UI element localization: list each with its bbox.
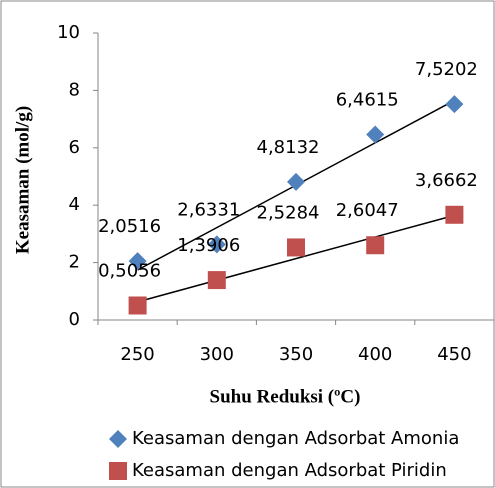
data-label: 3,6662 [415,170,478,191]
y-tick-label: 2 [69,252,80,273]
x-tick-label: 250 [120,344,154,365]
data-label: 2,6047 [336,200,399,221]
data-label: 2,6331 [177,199,240,220]
legend-marker [109,430,127,448]
x-tick-label: 300 [200,344,234,365]
data-point [207,271,226,290]
y-tick-label: 0 [69,309,80,330]
data-label: 4,8132 [257,137,320,158]
data-point [128,252,147,271]
data-point [128,296,147,315]
legend-marker [109,462,127,480]
data-point [445,205,464,224]
data-label: 7,5202 [415,59,478,80]
y-tick-label: 4 [69,194,80,215]
data-point [445,95,464,114]
data-point [287,172,305,191]
y-tick-label: 10 [57,22,80,43]
trendline [137,214,455,303]
y-tick-label: 6 [69,137,80,158]
data-point [366,125,385,144]
data-label: 2,5284 [257,202,320,223]
legend-label: Keasaman dengan Adsorbat Amonia [132,428,459,449]
x-tick-label: 400 [358,344,392,365]
data-point [287,238,305,257]
x-tick-label: 350 [279,344,313,365]
data-label: 1,3906 [177,235,240,256]
x-tick-label: 450 [437,344,471,365]
data-point [366,236,385,255]
y-axis-title: Keasaman (mol/g) [12,106,33,254]
x-axis-title: Suhu Reduksi (ºC) [210,386,361,407]
data-label: 6,4615 [336,90,399,111]
y-tick-label: 8 [69,79,80,100]
legend-label: Keasaman dengan Adsorbat Piridin [132,460,447,481]
data-label: 2,0516 [98,216,161,237]
data-point [207,235,226,254]
data-label: 0,5056 [98,260,161,281]
